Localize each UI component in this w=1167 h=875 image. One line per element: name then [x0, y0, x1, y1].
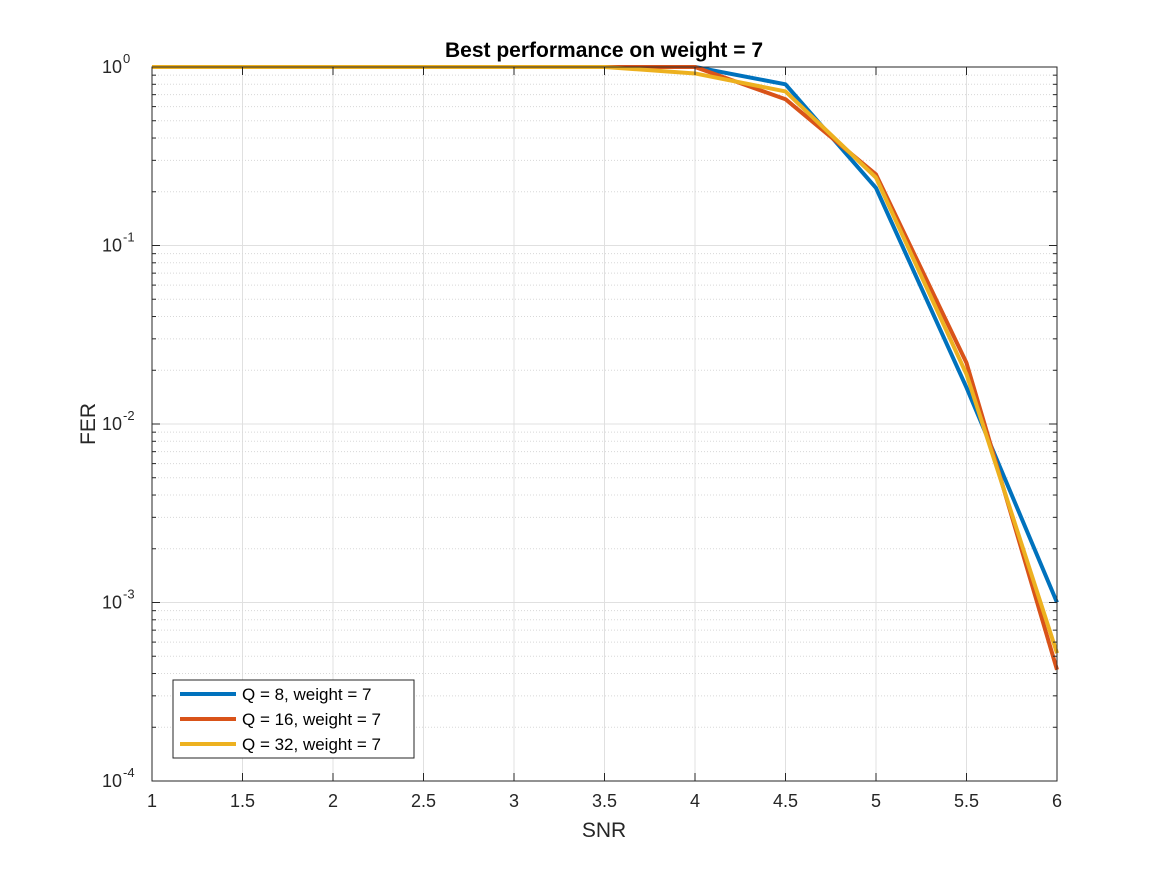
x-tick-label: 2.5: [411, 791, 436, 811]
y-tick-label-exponent: -4: [123, 765, 135, 780]
legend-label-2: Q = 16, weight = 7: [242, 710, 381, 729]
ticks: [151, 66, 1058, 782]
x-tick-label: 5.5: [954, 791, 979, 811]
x-axis-label: SNR: [582, 819, 626, 842]
x-tick-label: 3: [509, 791, 519, 811]
x-tick-label: 5: [871, 791, 881, 811]
y-axis-label: FER: [77, 403, 100, 445]
y-tick-label-exponent: -3: [123, 587, 135, 602]
legend-label-3: Q = 32, weight = 7: [242, 735, 381, 754]
x-tick-label: 1: [147, 791, 157, 811]
y-tick-label-exponent: 0: [123, 51, 130, 66]
legend-label-1: Q = 8, weight = 7: [242, 685, 371, 704]
y-tick-label-base: 10: [102, 57, 122, 77]
x-tick-label: 4.5: [773, 791, 798, 811]
legend: Q = 8, weight = 7 Q = 16, weight = 7 Q = 3…: [172, 679, 415, 759]
x-tick-label: 6: [1052, 791, 1062, 811]
x-tick-label: 4: [690, 791, 700, 811]
x-tick-label: 2: [328, 791, 338, 811]
y-tick-label-exponent: -1: [123, 230, 135, 245]
y-tick-label-base: 10: [102, 771, 122, 791]
x-tick-label: 1.5: [230, 791, 255, 811]
y-tick-label-base: 10: [102, 414, 122, 434]
y-tick-label-base: 10: [102, 593, 122, 613]
chart-title: Best performance on weight = 7: [445, 39, 763, 62]
y-tick-label-exponent: -2: [123, 408, 135, 423]
x-tick-label: 3.5: [592, 791, 617, 811]
y-tick-label-base: 10: [102, 236, 122, 256]
x-tick-labels: 1 1.5 2 2.5 3 3.5 4 4.5 5 5.5 6: [147, 791, 1062, 811]
